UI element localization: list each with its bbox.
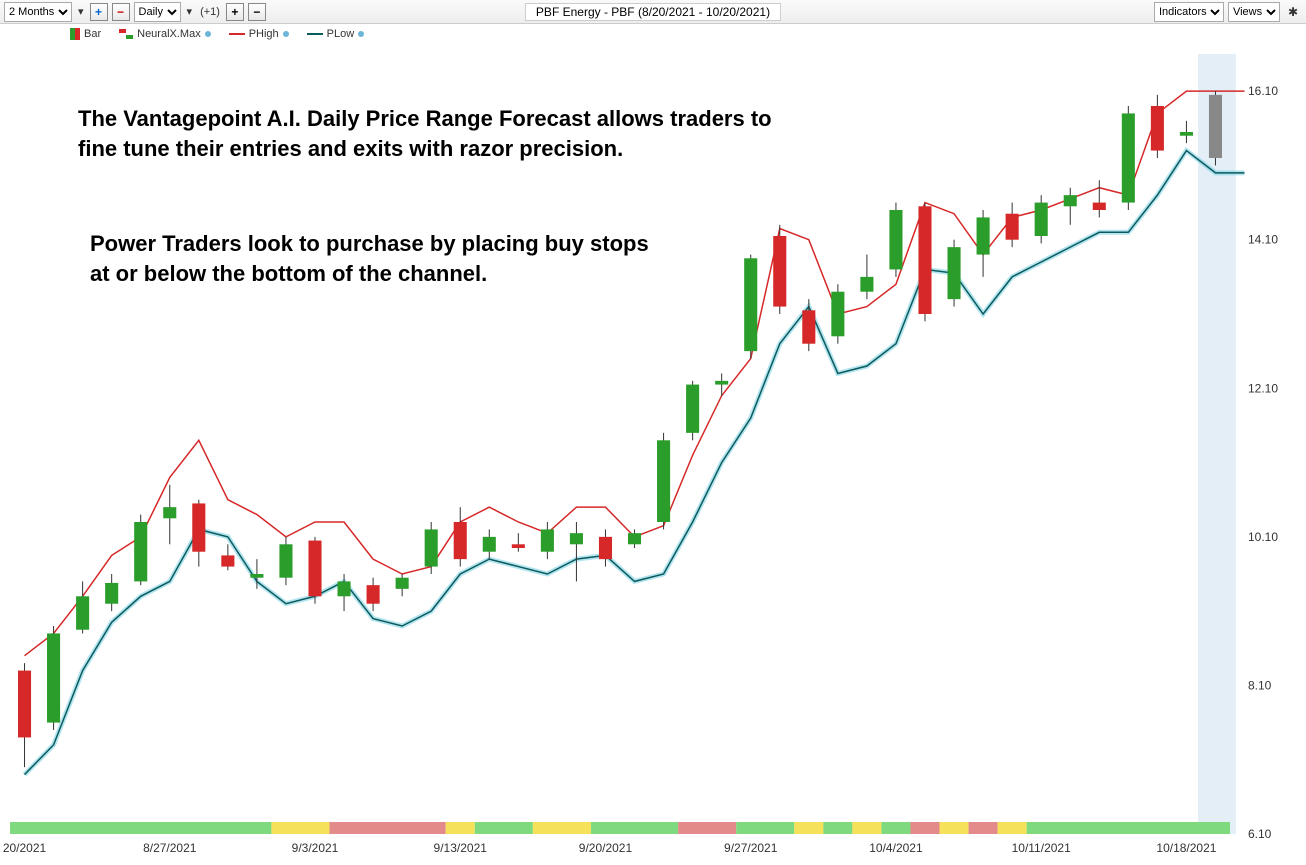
chart-svg: 6.10 8.10 10.10 12.10 14.10 16.10 20/2021 8/27/… [0,44,1306,865]
svg-text:6.10: 6.10 [1248,827,1272,841]
legend-phigh-label: PHigh [249,28,279,40]
svg-text:9/3/2021: 9/3/2021 [292,841,339,855]
annotation-1: The Vantagepoint A.I. Daily Price Range … [78,104,798,163]
svg-text:10/18/2021: 10/18/2021 [1156,841,1216,855]
svg-text:9/20/2021: 9/20/2021 [579,841,633,855]
svg-text:9/13/2021: 9/13/2021 [434,841,488,855]
svg-text:10/4/2021: 10/4/2021 [869,841,923,855]
offset-minus-button[interactable]: − [248,3,266,21]
neuralx-icon [119,29,133,39]
offset-label: (+1) [200,6,220,18]
legend-neuralx-max: NeuralX.Max [119,28,211,40]
legend-plow: PLow [307,28,365,40]
svg-text:8/27/2021: 8/27/2021 [143,841,197,855]
legend: Bar NeuralX.Max PHigh PLow [0,24,1306,44]
legend-nmax-label: NeuralX.Max [137,28,201,40]
views-select[interactable]: Views [1228,2,1280,22]
legend-phigh: PHigh [229,28,289,40]
range-dropdown-icon: ▾ [78,5,84,18]
svg-text:12.10: 12.10 [1248,381,1278,395]
svg-text:10/11/2021: 10/11/2021 [1012,841,1071,855]
annotation-2: Power Traders look to purchase by placin… [90,229,650,288]
dot-icon [205,31,211,37]
interval-dropdown-icon: ▾ [187,5,193,18]
svg-text:20/2021: 20/2021 [3,841,47,855]
dot-icon [283,31,289,37]
toolbar: 2 Months ▾ + − Daily ▾ (+1) + − PBF Ener… [0,0,1306,24]
svg-text:16.10: 16.10 [1248,84,1278,98]
legend-bar: Bar [70,28,101,40]
chart-area[interactable]: 6.10 8.10 10.10 12.10 14.10 16.10 20/2021 8/27/… [0,44,1306,865]
range-select[interactable]: 2 Months [4,2,72,22]
range-plus-button[interactable]: + [90,3,108,21]
offset-plus-button[interactable]: + [226,3,244,21]
legend-plow-label: PLow [327,28,355,40]
svg-text:8.10: 8.10 [1248,678,1272,692]
plow-line-icon [307,33,323,35]
chart-title: PBF Energy - PBF (8/20/2021 - 10/20/2021… [525,3,781,21]
bar-icon [70,28,80,40]
phigh-line-icon [229,33,245,35]
indicators-select[interactable]: Indicators [1154,2,1224,22]
dot-icon [358,31,364,37]
interval-select[interactable]: Daily [134,2,181,22]
svg-text:9/27/2021: 9/27/2021 [724,841,778,855]
svg-text:14.10: 14.10 [1248,233,1278,247]
star-icon[interactable]: ✱ [1284,5,1302,19]
range-minus-button[interactable]: − [112,3,130,21]
legend-bar-label: Bar [84,28,101,40]
svg-text:10.10: 10.10 [1248,530,1278,544]
